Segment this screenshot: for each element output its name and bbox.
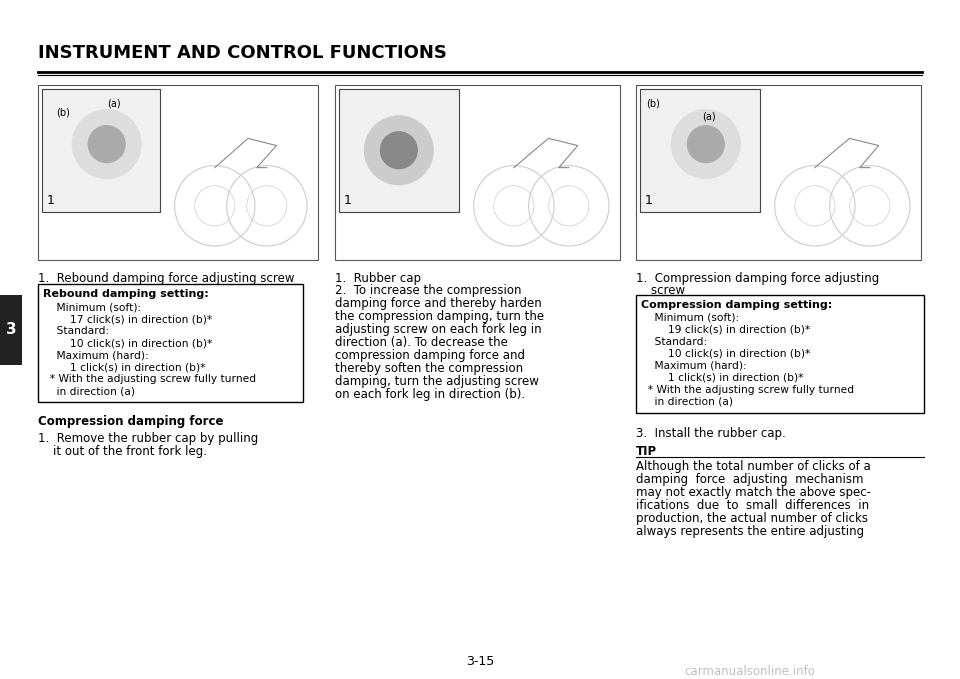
Text: 3-15: 3-15 (466, 655, 494, 668)
Text: on each fork leg in direction (b).: on each fork leg in direction (b). (335, 388, 525, 401)
Text: 1 click(s) in direction (b)*: 1 click(s) in direction (b)* (43, 362, 205, 372)
Text: 1: 1 (344, 194, 352, 208)
Text: 1.  Remove the rubber cap by pulling: 1. Remove the rubber cap by pulling (38, 432, 258, 445)
Text: Although the total number of clicks of a: Although the total number of clicks of a (636, 460, 871, 473)
Text: (a): (a) (107, 99, 120, 109)
Text: * With the adjusting screw fully turned: * With the adjusting screw fully turned (43, 374, 256, 384)
Text: 17 click(s) in direction (b)*: 17 click(s) in direction (b)* (43, 314, 212, 324)
Text: * With the adjusting screw fully turned: * With the adjusting screw fully turned (641, 385, 854, 395)
Text: always represents the entire adjusting: always represents the entire adjusting (636, 525, 864, 538)
Bar (636, 85, 921, 260)
Text: it out of the front fork leg.: it out of the front fork leg. (38, 445, 207, 458)
Text: Maximum (hard):: Maximum (hard): (641, 361, 747, 371)
Text: damping, turn the adjusting screw: damping, turn the adjusting screw (335, 375, 539, 388)
Text: (a): (a) (703, 111, 716, 121)
Bar (38, 284, 303, 402)
Text: Compression damping setting:: Compression damping setting: (641, 300, 832, 310)
Text: adjusting screw on each fork leg in: adjusting screw on each fork leg in (335, 323, 541, 336)
Text: the compression damping, turn the: the compression damping, turn the (335, 310, 544, 323)
Bar (42, 89, 159, 211)
Text: damping force and thereby harden: damping force and thereby harden (335, 297, 541, 310)
Text: (b): (b) (646, 99, 660, 109)
Text: 2.  To increase the compression: 2. To increase the compression (335, 284, 521, 297)
Text: in direction (a): in direction (a) (43, 386, 135, 396)
Bar (335, 85, 620, 260)
Circle shape (380, 132, 418, 168)
Text: Compression damping force: Compression damping force (38, 415, 224, 428)
Text: Standard:: Standard: (43, 326, 109, 336)
Text: ifications  due  to  small  differences  in: ifications due to small differences in (636, 499, 869, 512)
Circle shape (365, 116, 433, 185)
Text: Minimum (soft):: Minimum (soft): (641, 313, 739, 323)
Bar (640, 89, 759, 211)
Text: thereby soften the compression: thereby soften the compression (335, 362, 523, 375)
Text: 3: 3 (6, 323, 16, 337)
Text: (b): (b) (56, 107, 70, 117)
Bar (636, 295, 924, 413)
Text: screw: screw (636, 284, 685, 297)
Text: 1.  Rubber cap: 1. Rubber cap (335, 272, 421, 285)
Text: TIP: TIP (636, 445, 658, 458)
Text: Standard:: Standard: (641, 337, 708, 347)
Circle shape (88, 126, 125, 162)
Text: 1: 1 (645, 194, 653, 208)
Circle shape (672, 110, 740, 179)
Text: 1: 1 (47, 194, 55, 208)
Text: INSTRUMENT AND CONTROL FUNCTIONS: INSTRUMENT AND CONTROL FUNCTIONS (38, 44, 446, 62)
Text: carmanualsonline.info: carmanualsonline.info (684, 665, 815, 678)
Text: Minimum (soft):: Minimum (soft): (43, 302, 141, 312)
Text: 3.  Install the rubber cap.: 3. Install the rubber cap. (636, 427, 785, 440)
Text: 10 click(s) in direction (b)*: 10 click(s) in direction (b)* (641, 349, 810, 359)
Text: compression damping force and: compression damping force and (335, 349, 525, 362)
Text: may not exactly match the above spec-: may not exactly match the above spec- (636, 486, 871, 499)
Bar (339, 89, 459, 211)
Text: 19 click(s) in direction (b)*: 19 click(s) in direction (b)* (641, 325, 810, 335)
Text: Maximum (hard):: Maximum (hard): (43, 350, 149, 360)
Text: in direction (a): in direction (a) (641, 397, 733, 407)
Circle shape (72, 110, 141, 179)
Bar (38, 85, 318, 260)
Text: 1.  Rebound damping force adjusting screw: 1. Rebound damping force adjusting screw (38, 272, 295, 285)
Text: 10 click(s) in direction (b)*: 10 click(s) in direction (b)* (43, 338, 212, 348)
Text: production, the actual number of clicks: production, the actual number of clicks (636, 512, 868, 525)
Bar (0, 295, 22, 365)
Text: 1 click(s) in direction (b)*: 1 click(s) in direction (b)* (641, 373, 804, 383)
Text: Rebound damping setting:: Rebound damping setting: (43, 289, 208, 299)
Text: 1.  Compression damping force adjusting: 1. Compression damping force adjusting (636, 272, 879, 285)
Text: direction (a). To decrease the: direction (a). To decrease the (335, 336, 508, 349)
Circle shape (687, 126, 724, 162)
Text: damping  force  adjusting  mechanism: damping force adjusting mechanism (636, 473, 863, 486)
